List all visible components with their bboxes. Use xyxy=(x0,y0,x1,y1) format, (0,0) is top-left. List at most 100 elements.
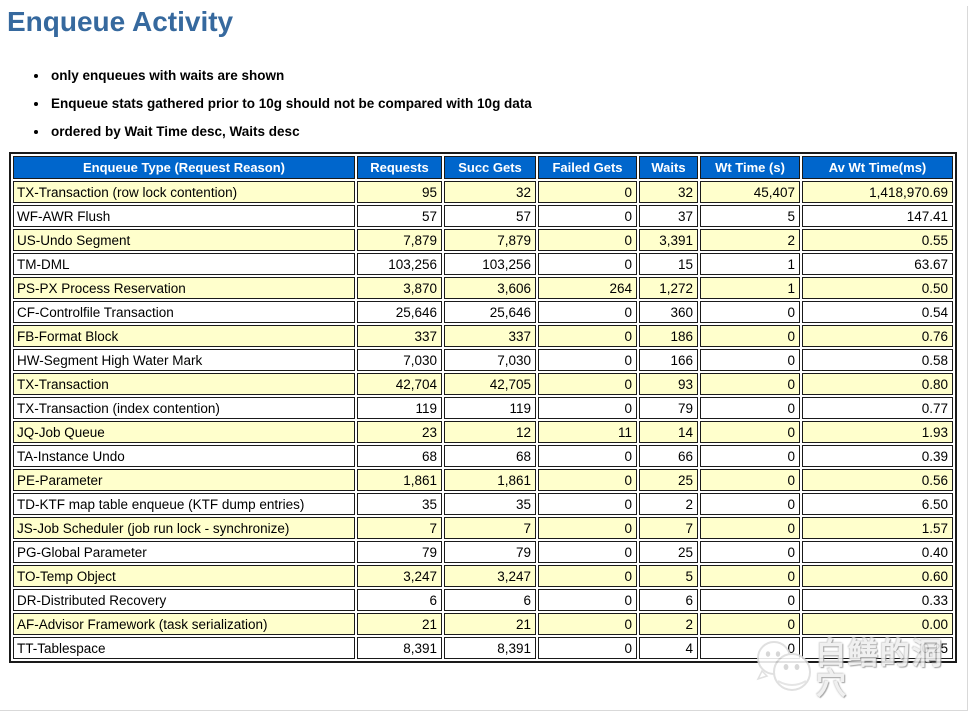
value-cell: 0.58 xyxy=(802,349,953,371)
enqueue-type-cell: TX-Transaction (index contention) xyxy=(13,397,355,419)
value-cell: 0 xyxy=(538,637,637,659)
value-cell: 7,030 xyxy=(357,349,442,371)
column-header: Av Wt Time(ms) xyxy=(802,156,953,179)
value-cell: 0.76 xyxy=(802,325,953,347)
value-cell: 37 xyxy=(639,205,698,227)
enqueue-type-cell: FB-Format Block xyxy=(13,325,355,347)
enqueue-type-cell: HW-Segment High Water Mark xyxy=(13,349,355,371)
value-cell: 0 xyxy=(700,469,800,491)
value-cell: 0 xyxy=(538,445,637,467)
enqueue-type-cell: TM-DML xyxy=(13,253,355,275)
enqueue-type-cell: TD-KTF map table enqueue (KTF dump entri… xyxy=(13,493,355,515)
value-cell: 11 xyxy=(538,421,637,443)
value-cell: 57 xyxy=(444,205,536,227)
enqueue-type-cell: TO-Temp Object xyxy=(13,565,355,587)
value-cell: 25 xyxy=(639,541,698,563)
value-cell: 0 xyxy=(700,397,800,419)
value-cell: 5 xyxy=(700,205,800,227)
column-header: Enqueue Type (Request Reason) xyxy=(13,156,355,179)
table-row: DR-Distributed Recovery 6 6 0 6 0 0.33 xyxy=(13,589,953,611)
table-row: JS-Job Scheduler (job run lock - synchro… xyxy=(13,517,953,539)
value-cell: 63.67 xyxy=(802,253,953,275)
value-cell: 93 xyxy=(639,373,698,395)
value-cell: 0 xyxy=(538,229,637,251)
value-cell: 0 xyxy=(538,517,637,539)
value-cell: 1,861 xyxy=(444,469,536,491)
value-cell: 0 xyxy=(700,445,800,467)
value-cell: 186 xyxy=(639,325,698,347)
value-cell: 166 xyxy=(639,349,698,371)
value-cell: 103,256 xyxy=(444,253,536,275)
value-cell: 337 xyxy=(357,325,442,347)
note-item: ordered by Wait Time desc, Waits desc xyxy=(49,124,967,139)
table-row: TA-Instance Undo 68 68 0 66 0 0.39 xyxy=(13,445,953,467)
value-cell: 6 xyxy=(639,589,698,611)
value-cell: 68 xyxy=(357,445,442,467)
value-cell: 25 xyxy=(639,469,698,491)
value-cell: 0.39 xyxy=(802,445,953,467)
value-cell: 337 xyxy=(444,325,536,347)
value-cell: 3,606 xyxy=(444,277,536,299)
value-cell: 21 xyxy=(357,613,442,635)
value-cell: 21 xyxy=(444,613,536,635)
notes-list: only enqueues with waits are shown Enqueu… xyxy=(49,68,967,139)
value-cell: 7 xyxy=(357,517,442,539)
value-cell: 0 xyxy=(700,565,800,587)
column-header: Succ Gets xyxy=(444,156,536,179)
value-cell: 6.50 xyxy=(802,493,953,515)
value-cell: 32 xyxy=(444,181,536,203)
value-cell: 0 xyxy=(538,349,637,371)
value-cell: 0.54 xyxy=(802,301,953,323)
value-cell: 0.50 xyxy=(802,277,953,299)
value-cell: 3,247 xyxy=(357,565,442,587)
value-cell: 79 xyxy=(639,397,698,419)
value-cell: 35 xyxy=(357,493,442,515)
value-cell: 0 xyxy=(538,205,637,227)
table-row: AF-Advisor Framework (task serialization… xyxy=(13,613,953,635)
table-row: TD-KTF map table enqueue (KTF dump entri… xyxy=(13,493,953,515)
value-cell: 0 xyxy=(700,325,800,347)
value-cell: 0 xyxy=(700,421,800,443)
value-cell: 68 xyxy=(444,445,536,467)
enqueue-type-cell: TX-Transaction (row lock contention) xyxy=(13,181,355,203)
value-cell: 6 xyxy=(444,589,536,611)
enqueue-type-cell: TT-Tablespace xyxy=(13,637,355,659)
value-cell: 0 xyxy=(538,589,637,611)
value-cell: 0.33 xyxy=(802,589,953,611)
value-cell: 0 xyxy=(538,253,637,275)
value-cell: 25,646 xyxy=(444,301,536,323)
value-cell: 42,704 xyxy=(357,373,442,395)
enqueue-activity-report: Enqueue Activity only enqueues with wait… xyxy=(0,6,967,699)
value-cell: 8,391 xyxy=(357,637,442,659)
value-cell: 7,879 xyxy=(444,229,536,251)
column-header: Failed Gets xyxy=(538,156,637,179)
value-cell: 0 xyxy=(538,325,637,347)
value-cell: 0 xyxy=(538,493,637,515)
value-cell: 0 xyxy=(700,349,800,371)
value-cell: 66 xyxy=(639,445,698,467)
value-cell: 45,407 xyxy=(700,181,800,203)
enqueue-type-cell: JQ-Job Queue xyxy=(13,421,355,443)
value-cell: 0 xyxy=(538,181,637,203)
value-cell: 264 xyxy=(538,277,637,299)
value-cell: 0.77 xyxy=(802,397,953,419)
table-row: HW-Segment High Water Mark 7,030 7,030 0 166… xyxy=(13,349,953,371)
table-row: TT-Tablespace 8,391 8,391 0 4 0 0.25 xyxy=(13,637,953,659)
value-cell: 32 xyxy=(639,181,698,203)
table-row: TX-Transaction (row lock contention) 95 32… xyxy=(13,181,953,203)
value-cell: 0 xyxy=(538,565,637,587)
value-cell: 4 xyxy=(639,637,698,659)
value-cell: 57 xyxy=(357,205,442,227)
enqueue-type-cell: PG-Global Parameter xyxy=(13,541,355,563)
table-row: WF-AWR Flush 57 57 0 37 5 147.41 xyxy=(13,205,953,227)
value-cell: 0 xyxy=(700,373,800,395)
value-cell: 7,879 xyxy=(357,229,442,251)
enqueue-type-cell: US-Undo Segment xyxy=(13,229,355,251)
table-row: TX-Transaction 42,704 42,705 0 93 0 0.80 xyxy=(13,373,953,395)
table-row: TX-Transaction (index contention) 119 119 0… xyxy=(13,397,953,419)
value-cell: 1.57 xyxy=(802,517,953,539)
value-cell: 2 xyxy=(700,229,800,251)
value-cell: 0 xyxy=(700,541,800,563)
value-cell: 7 xyxy=(444,517,536,539)
enqueue-type-cell: AF-Advisor Framework (task serialization… xyxy=(13,613,355,635)
